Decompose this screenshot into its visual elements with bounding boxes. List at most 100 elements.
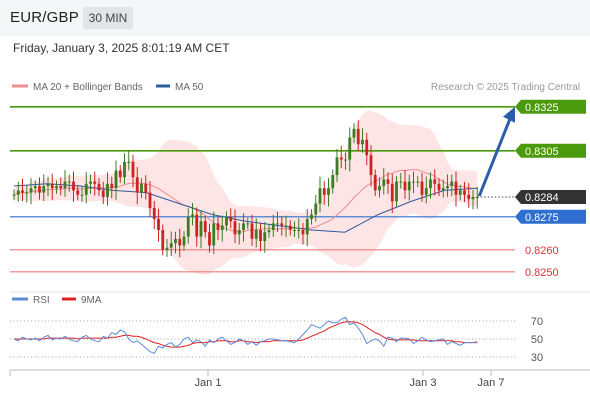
candle-body: [373, 175, 377, 191]
candle-body: [33, 186, 37, 189]
candle-body: [403, 181, 407, 191]
candle-body: [339, 157, 343, 160]
candle-body: [348, 137, 352, 160]
candle-body: [271, 223, 275, 230]
candle-body: [424, 188, 428, 195]
candle-body: [446, 186, 449, 189]
rsi-legend-label: RSI: [33, 295, 50, 306]
candle-body: [441, 188, 445, 191]
candle-body: [225, 216, 228, 226]
rsi-line: [13, 316, 478, 355]
candle-body: [182, 236, 186, 246]
candle-body: [386, 179, 390, 184]
candle-body: [161, 230, 165, 250]
price-badge-0.8284: [515, 190, 586, 204]
candle-body: [433, 179, 437, 184]
price-label-0.8260: 0.8260: [525, 245, 559, 257]
candle-body: [199, 221, 203, 237]
candle-body: [331, 175, 335, 189]
ma50-line: [13, 183, 478, 233]
candle-body: [395, 181, 398, 202]
rsi-tick-30: 30: [531, 352, 543, 364]
candle-body: [365, 139, 369, 156]
candle-body: [16, 190, 20, 195]
candle-body: [237, 230, 241, 235]
candle-body: [157, 219, 160, 230]
candle-body: [250, 223, 254, 239]
credit-text: Research © 2025 Trading Central: [431, 82, 580, 93]
candle-body: [59, 186, 63, 189]
bollinger-band-fill: [14, 110, 478, 275]
candle-body: [471, 197, 475, 200]
candle-body: [297, 230, 301, 231]
candle-body: [106, 183, 109, 197]
candle-body: [267, 230, 271, 233]
candle-body: [118, 170, 122, 178]
candle-body: [144, 183, 148, 193]
candle-body: [314, 203, 318, 215]
price-badge-0.8325: [515, 99, 586, 114]
candle-body: [29, 188, 33, 193]
candle-body: [463, 190, 466, 195]
ma50-legend-label: MA 50: [175, 82, 204, 93]
candle-body: [356, 128, 360, 145]
candle-body: [220, 225, 224, 230]
candle-body: [259, 230, 262, 241]
candle-body: [191, 214, 194, 217]
candle-body: [412, 181, 415, 183]
candle-body: [114, 170, 118, 189]
time-axis-label-Jan-3: Jan 3: [410, 377, 437, 389]
candle-body: [148, 192, 152, 208]
candle-body: [293, 230, 296, 231]
candle-body: [169, 243, 173, 248]
candle-body: [165, 247, 169, 250]
candle-body: [246, 223, 250, 225]
candle-body: [212, 223, 216, 246]
candle-body: [242, 223, 245, 230]
candle-body: [429, 179, 432, 189]
candle-body: [233, 221, 237, 235]
candle-body: [335, 157, 339, 175]
candle-body: [318, 188, 322, 204]
candle-body: [208, 232, 211, 246]
candle-body: [288, 225, 292, 230]
price-badge-text-0.8284: 0.8284: [525, 192, 559, 204]
candle-body: [203, 221, 207, 233]
candle-body: [76, 190, 80, 195]
rsi-ma-line: [14, 321, 478, 348]
candle-body: [38, 186, 41, 193]
rsi-tick-70: 70: [531, 316, 543, 328]
candle-body: [12, 194, 16, 196]
candle-body: [254, 230, 258, 239]
candle-body: [50, 183, 54, 189]
price-badge-text-0.8275: 0.8275: [525, 212, 559, 224]
candle-body: [135, 177, 139, 193]
candle-body: [437, 183, 441, 191]
candle-body: [195, 214, 199, 237]
price-badge-0.8305: [515, 143, 586, 158]
candle-body: [89, 181, 92, 184]
candle-body: [123, 161, 126, 178]
forecast-arrow-shaft: [477, 118, 512, 197]
candle-body: [101, 190, 105, 197]
candle-body: [186, 216, 190, 237]
rsi-tick-50: 50: [531, 334, 543, 346]
symbol-title: EUR/GBP: [10, 9, 79, 26]
price-label-0.8250: 0.8250: [525, 267, 559, 279]
candle-body: [361, 139, 364, 145]
candle-body: [21, 190, 24, 193]
candle-body: [454, 181, 458, 195]
timeframe-badge[interactable]: 30 MIN: [83, 7, 133, 29]
candle-body: [327, 188, 330, 195]
ma20-legend-label: MA 20 + Bollinger Bands: [33, 82, 143, 93]
candle-body: [174, 238, 177, 244]
candle-body: [305, 219, 309, 235]
candle-body: [140, 183, 143, 193]
price-badge-text-0.8305: 0.8305: [525, 146, 559, 158]
candle-body: [263, 232, 267, 241]
candle-body: [467, 194, 471, 200]
forecast-arrow-head: [503, 106, 515, 123]
candle-body: [216, 223, 220, 230]
candle-body: [80, 194, 84, 196]
candle-body: [63, 181, 67, 189]
